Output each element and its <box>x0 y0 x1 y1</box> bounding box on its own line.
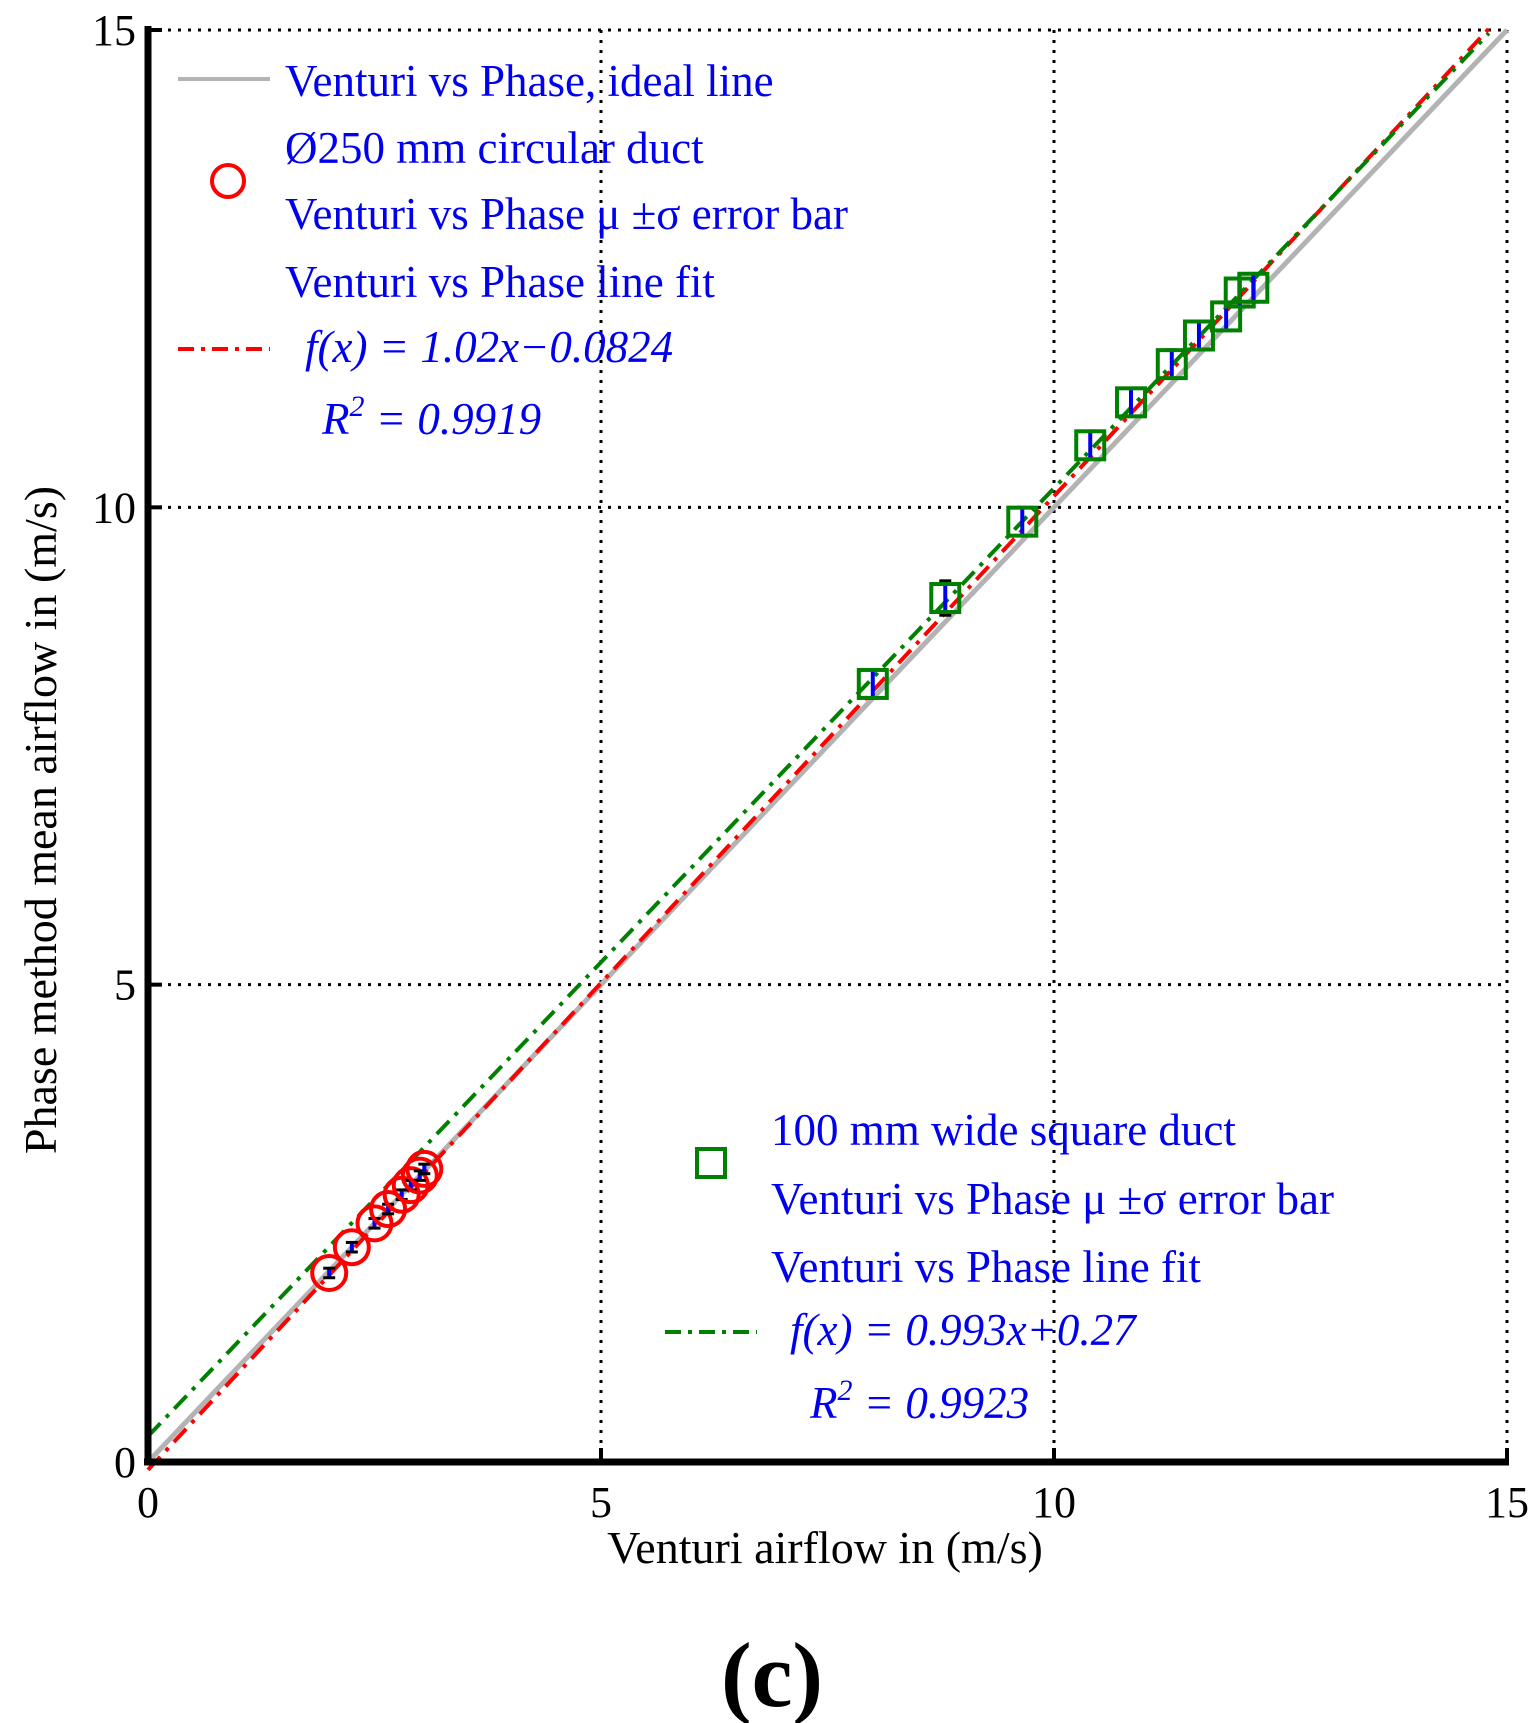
circle-marker <box>355 1204 394 1243</box>
legend-square-name: 100 mm wide square duct <box>771 1105 1236 1155</box>
circle-marker <box>405 1149 444 1188</box>
data-points <box>310 271 1270 1292</box>
square-marker <box>929 582 962 615</box>
square-marker <box>1006 505 1039 538</box>
legend-circular-errorbar: Venturi vs Phase μ ±σ error bar <box>285 189 848 239</box>
x-axis-label: Venturi airflow in (m/s) <box>607 1522 1043 1573</box>
legend-circular-r2: R2 = 0.9919 <box>321 390 541 444</box>
legend-ideal-label: Venturi vs Phase, ideal line <box>285 56 774 106</box>
legend-square-fit: Venturi vs Phase line fit <box>771 1242 1201 1292</box>
circle-marker <box>310 1253 349 1292</box>
fit-line-series-0 <box>146 27 1491 1472</box>
legend-square-equation: f(x) = 0.993x+0.27 <box>790 1305 1138 1355</box>
circle-marker <box>332 1228 371 1267</box>
grid-lines <box>148 28 1509 1462</box>
square-marker <box>1155 348 1188 381</box>
legend-square-r2: R2 = 0.9923 <box>809 1374 1029 1428</box>
x-tick-label: 5 <box>590 1478 612 1527</box>
square-marker <box>1074 429 1107 462</box>
legend-square-errorbar: Venturi vs Phase μ ±σ error bar <box>771 1174 1334 1224</box>
legend-square: 100 mm wide square duct Venturi vs Phase… <box>665 1105 1334 1428</box>
square-marker <box>1182 319 1215 352</box>
legend-circular-equation: f(x) = 1.02x−0.0824 <box>305 322 673 372</box>
legend-circular: Venturi vs Phase, ideal line Ø250 mm cir… <box>178 56 848 444</box>
circle-marker <box>400 1156 439 1195</box>
circle-marker <box>369 1190 408 1229</box>
x-tick-label: 0 <box>137 1478 159 1527</box>
y-tick-label: 15 <box>92 6 136 55</box>
y-tick-label: 10 <box>92 483 136 532</box>
axes: 0 5 10 15 0 5 10 15 <box>92 6 1529 1527</box>
square-marker <box>856 667 889 700</box>
legend-circular-name: Ø250 mm circular duct <box>285 123 704 173</box>
y-tick-label: 5 <box>114 961 136 1010</box>
square-marker <box>1237 271 1270 304</box>
x-tick-label: 10 <box>1032 1478 1076 1527</box>
legend-circle-marker <box>210 163 246 199</box>
square-marker <box>1115 386 1148 419</box>
x-tick-label: 15 <box>1485 1478 1529 1527</box>
y-axis-label: Phase method mean airflow in (m/s) <box>15 486 66 1154</box>
y-tick-label: 0 <box>114 1438 136 1487</box>
figure-caption: (c) <box>721 1624 823 1723</box>
legend-circular-fit: Venturi vs Phase line fit <box>285 257 715 307</box>
fit-line-series-1 <box>146 31 1491 1438</box>
legend-square-marker <box>695 1147 727 1179</box>
